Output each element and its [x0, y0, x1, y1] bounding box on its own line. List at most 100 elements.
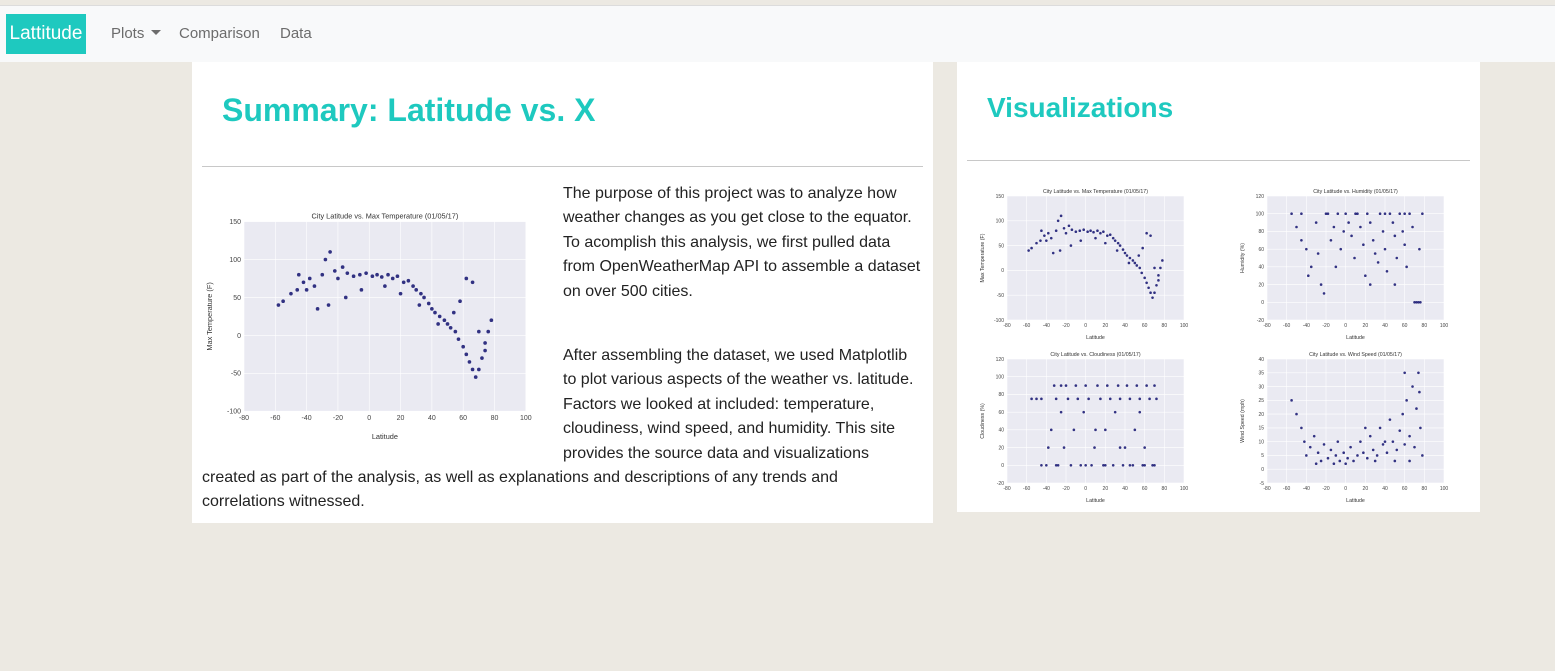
y-tick-label: 120: [1256, 194, 1265, 200]
scatter-point: [1062, 446, 1066, 449]
nav-data[interactable]: Data: [280, 25, 312, 42]
scatter-point: [483, 341, 487, 345]
scatter-point: [398, 291, 403, 296]
scatter-point: [1111, 463, 1115, 467]
scatter-point: [448, 325, 453, 330]
scatter-point: [1143, 463, 1146, 467]
scatter-point: [1155, 397, 1158, 401]
scatter-point: [1113, 410, 1117, 414]
scatter-point: [1398, 429, 1402, 432]
scatter-point: [1067, 224, 1071, 228]
scatter-point: [1359, 440, 1362, 443]
scatter-point: [1128, 256, 1132, 260]
y-tick-label: 10: [1258, 439, 1264, 445]
x-tick-label: -40: [302, 415, 312, 422]
temperature-plot-thumbnail[interactable]: -80 -60 -40 -20 0 20 40 60 80 100 -100 -50 0 50 100 150…: [977, 182, 1192, 342]
scatter-point: [1040, 229, 1043, 233]
scatter-point: [1413, 445, 1416, 449]
scatter-point: [1373, 252, 1377, 255]
scatter-point: [351, 274, 356, 279]
scatter-point: [1393, 283, 1397, 286]
scatter-point: [1131, 259, 1135, 262]
y-tick-label: -50: [997, 293, 1004, 299]
scatter-point: [1090, 463, 1093, 467]
scatter-point: [1155, 283, 1158, 287]
scatter-point: [1153, 291, 1156, 295]
scatter-point: [1300, 212, 1303, 216]
y-tick-label: -20: [1257, 318, 1264, 324]
x-tick-label: 0: [1084, 323, 1087, 329]
scatter-point: [1419, 300, 1422, 304]
scatter-point: [1064, 384, 1068, 387]
scatter-point: [1138, 410, 1142, 414]
y-tick-label: 150: [229, 219, 241, 226]
scatter-point: [1307, 274, 1310, 278]
brand-logo[interactable]: Lattitude: [6, 14, 86, 54]
scatter-point: [332, 269, 337, 273]
scatter-point: [1405, 265, 1408, 269]
scatter-point: [1087, 397, 1090, 401]
y-tick-label: 100: [996, 219, 1005, 225]
x-tick-label: 80: [491, 415, 499, 422]
scatter-point: [323, 257, 328, 262]
scatter-point: [1074, 230, 1078, 234]
scatter-point: [1408, 212, 1411, 216]
scatter-point: [426, 301, 431, 306]
summary-article: -80 -60 -40 -20 0 20 40 60 80 100 -100 -50 0 50 100 150…: [202, 182, 922, 515]
scatter-point: [1064, 231, 1068, 235]
scatter-point: [1084, 463, 1087, 467]
x-tick-label: 60: [1402, 486, 1408, 492]
scatter-point: [345, 271, 350, 275]
scatter-point: [1116, 241, 1120, 245]
y-tick-label: 25: [1258, 398, 1264, 404]
x-tick-label: -80: [1263, 323, 1270, 329]
scatter-point: [1148, 397, 1151, 401]
y-tick-label: 20: [1258, 282, 1264, 288]
y-tick-label: 5: [1261, 453, 1264, 459]
scatter-point: [1295, 225, 1298, 229]
x-tick-label: 80: [1422, 486, 1428, 492]
y-tick-label: 80: [998, 392, 1004, 398]
scatter-point: [401, 280, 406, 285]
scatter-point: [1058, 249, 1062, 252]
visualizations-divider: [967, 160, 1470, 161]
humidity-plot-thumbnail[interactable]: -80 -60 -40 -20 0 20 40 60 80 100 -20 0 20 40 60 80 100 1…: [1237, 182, 1452, 342]
scatter-point: [1059, 410, 1063, 414]
y-tick-label: 15: [1258, 426, 1264, 432]
scatter-point: [1118, 397, 1122, 401]
scatter-point: [383, 284, 387, 288]
scatter-point: [1159, 266, 1162, 270]
scatter-point: [1094, 428, 1097, 432]
scatter-point: [1149, 291, 1152, 295]
scatter-point: [1104, 241, 1107, 245]
scatter-point: [336, 276, 340, 281]
scatter-point: [1040, 397, 1043, 401]
y-tick-label: -5: [1260, 481, 1265, 487]
y-tick-label: 100: [1256, 211, 1265, 217]
scatter-point: [1054, 463, 1058, 467]
scatter-point: [1342, 451, 1345, 454]
scatter-point: [296, 272, 301, 277]
nav-plots-dropdown[interactable]: Plots: [111, 25, 162, 43]
x-tick-label: 100: [1180, 323, 1189, 329]
x-tick-label: -20: [333, 415, 343, 422]
nav-comparison[interactable]: Comparison: [179, 25, 260, 42]
scatter-point: [1329, 238, 1333, 242]
y-tick-label: 80: [1258, 229, 1264, 235]
chart-title: City Latitude vs. Max Temperature (01/05…: [311, 212, 458, 221]
scatter-point: [1362, 451, 1365, 454]
scatter-point: [1045, 463, 1048, 467]
scatter-point: [1375, 454, 1379, 457]
scatter-point: [307, 276, 312, 281]
scatter-point: [1418, 390, 1421, 394]
chart-title: City Latitude vs. Max Temperature (01/05…: [1043, 189, 1148, 195]
scatter-point: [1121, 248, 1125, 251]
scatter-point: [422, 295, 426, 300]
scatter-point: [1366, 456, 1369, 460]
y-tick-label: 100: [996, 374, 1005, 380]
wind-speed-plot-thumbnail[interactable]: -80 -60 -40 -20 0 20 40 60 80 100 -5 0 5 10 15 20 25 30 35…: [1237, 345, 1452, 505]
scatter-point: [1388, 418, 1392, 421]
scatter-point: [1039, 239, 1042, 242]
scatter-point: [1336, 212, 1340, 216]
cloudiness-plot-thumbnail[interactable]: -80 -60 -40 -20 0 20 40 60 80 100 -20 0 20 40 60 80 100 1…: [977, 345, 1192, 505]
